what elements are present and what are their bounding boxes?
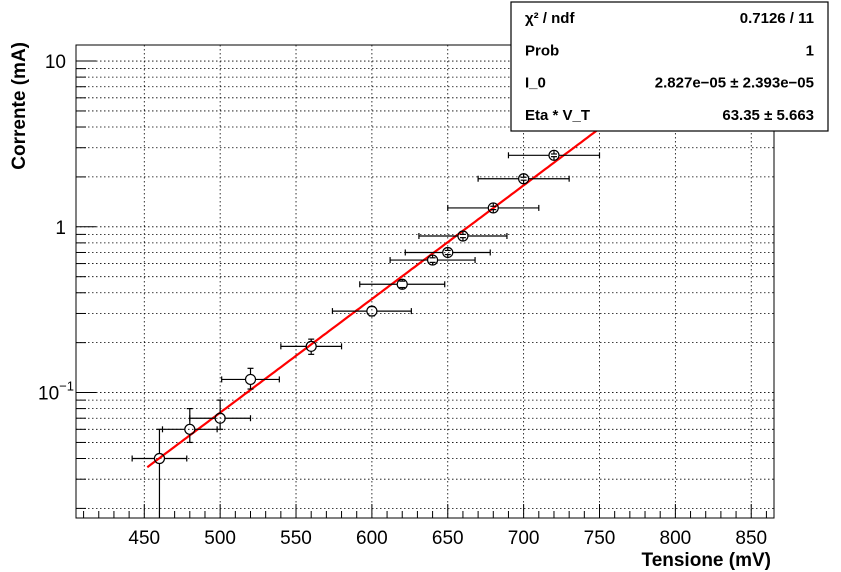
data-point — [447, 202, 540, 214]
stats-row-label: Prob — [525, 42, 559, 59]
stats-box-frame — [510, 1, 829, 132]
x-axis-title: Tensione (mV) — [642, 550, 772, 571]
data-marker — [153, 452, 166, 465]
data-marker — [184, 423, 196, 435]
data-point — [507, 149, 601, 161]
x-tick-label: 550 — [280, 528, 312, 549]
data-marker — [214, 412, 226, 424]
x-tick-label: 800 — [660, 528, 692, 549]
stats-row-value: 1 — [806, 42, 814, 59]
y-tick-label: 10 — [45, 52, 66, 73]
axis-ticks — [76, 60, 767, 518]
data-points — [131, 149, 601, 518]
y-tick-label: 10−1 — [38, 379, 74, 405]
stats-box: χ² / ndf 0.7126 / 11 Prob 1 I_0 2.827e−05 ± 2… — [510, 1, 829, 132]
stats-row-value: 0.7126 / 11 — [740, 10, 814, 27]
data-marker — [305, 340, 317, 352]
x-tick-label: 750 — [584, 528, 616, 549]
x-tick-label: 500 — [204, 528, 236, 549]
x-tick-label: 450 — [128, 528, 160, 549]
stats-row-label: Eta * V_T — [525, 107, 590, 124]
data-point — [131, 428, 188, 518]
data-marker — [548, 149, 560, 161]
data-point — [331, 305, 412, 317]
data-marker — [457, 230, 469, 242]
data-point — [389, 254, 476, 266]
data-marker — [518, 173, 530, 185]
data-marker — [244, 373, 257, 386]
x-tick-label: 850 — [735, 528, 767, 549]
tick-labels: 450 500 550 600 650 700 750 800 850 10−1 1 10 — [38, 52, 767, 549]
data-marker — [426, 254, 439, 266]
data-marker — [442, 246, 454, 259]
data-point — [189, 399, 252, 430]
data-marker — [487, 202, 499, 214]
data-point — [359, 278, 446, 290]
data-marker — [396, 278, 408, 290]
x-tick-label: 600 — [356, 528, 388, 549]
x-tick-label: 700 — [508, 528, 540, 549]
data-marker — [366, 305, 378, 317]
stats-row-label: χ² / ndf — [525, 10, 575, 27]
y-axis-title: Corrente (mA) — [9, 42, 30, 170]
stats-row-label: I_0 — [525, 75, 546, 92]
data-point — [404, 246, 491, 259]
data-point — [280, 338, 343, 355]
data-point — [418, 230, 508, 242]
data-point — [477, 173, 570, 185]
data-point — [221, 367, 280, 390]
x-tick-label: 650 — [432, 528, 464, 549]
y-tick-label: 1 — [55, 218, 66, 239]
stats-row-value: 63.35 ± 5.663 — [722, 107, 814, 124]
fit-curve — [146, 127, 601, 469]
stats-row-value: 2.827e−05 ± 2.393e−05 — [655, 75, 814, 92]
fit-line — [146, 127, 601, 469]
